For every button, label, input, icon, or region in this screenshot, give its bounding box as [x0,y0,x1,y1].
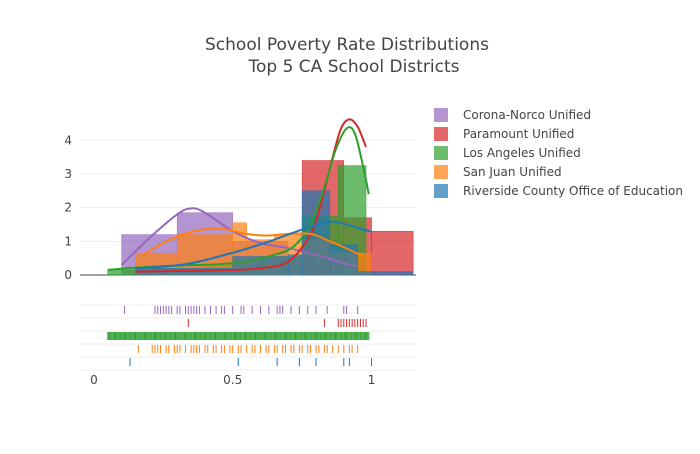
legend-swatch[interactable] [434,184,448,198]
legend-item[interactable]: Los Angeles Unified [434,146,581,160]
legend-swatch[interactable] [434,165,448,179]
legend-label[interactable]: San Juan Unified [463,165,562,179]
chart-title-line1: School Poverty Rate Distributions [205,35,489,55]
legend-label[interactable]: Paramount Unified [463,127,574,141]
y-tick-label: 3 [64,167,72,181]
y-tick-label: 1 [64,234,72,248]
legend-label[interactable]: Los Angeles Unified [463,146,581,160]
histogram-bar [357,271,414,276]
histogram-bar [371,230,414,276]
legend-swatch[interactable] [434,146,448,160]
legend-swatch[interactable] [434,127,448,141]
y-tick-label: 2 [64,201,72,215]
curve-layer [107,118,372,273]
axis-layer: 0 1 2 3 4 0 0.5 1 [64,133,375,387]
x-tick-label: 0.5 [223,373,242,387]
legend-item[interactable]: Paramount Unified [434,127,574,141]
legend-swatch[interactable] [434,108,448,122]
chart-title-line2: Top 5 CA School Districts [248,57,460,77]
x-tick-label: 1 [368,373,376,387]
legend-label[interactable]: Corona-Norco Unified [463,108,591,122]
density-curve [135,220,372,270]
legend-layer[interactable]: Corona-Norco Unified Paramount Unified Los… [434,108,683,198]
rug-layer [107,306,373,366]
density-curve [135,118,367,273]
y-tick-label: 0 [64,268,72,282]
density-curve [143,227,364,258]
histogram-bar [288,254,303,276]
legend-item[interactable]: Corona-Norco Unified [434,108,591,122]
legend-item[interactable]: Riverside County Office of Education [434,184,683,198]
x-tick-label: 0 [90,373,98,387]
legend-label[interactable]: Riverside County Office of Education [463,184,683,198]
y-tick-label: 4 [64,133,72,147]
legend-item[interactable]: San Juan Unified [434,165,562,179]
